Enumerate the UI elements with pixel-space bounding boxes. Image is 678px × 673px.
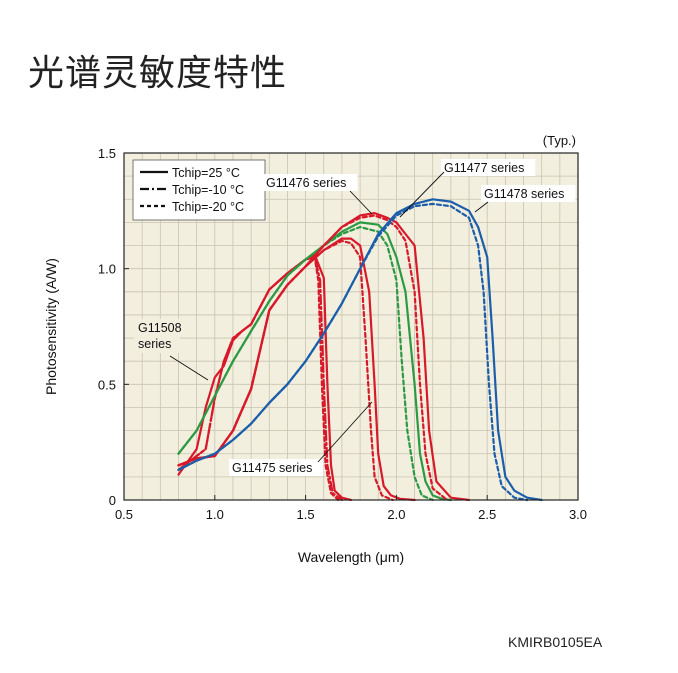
x-tick-label: 2.5 bbox=[478, 507, 496, 522]
legend-label: Tchip=-10 °C bbox=[172, 183, 244, 197]
annotation-label: series bbox=[138, 337, 171, 351]
legend: Tchip=25 °C Tchip=-10 °C Tchip=-20 °C bbox=[132, 159, 266, 221]
annotation-label: G11508 bbox=[138, 321, 182, 335]
series-line bbox=[177, 225, 434, 502]
series-line bbox=[177, 214, 449, 502]
annotation-leader bbox=[399, 171, 445, 218]
annotation-label: G11477 series bbox=[444, 161, 524, 175]
plot-frame bbox=[123, 152, 579, 501]
annotation-bg bbox=[263, 174, 358, 191]
y-tick-label: 0 bbox=[109, 493, 116, 508]
legend-label: Tchip=-20 °C bbox=[172, 200, 244, 214]
figure-code: KMIRB0105EA bbox=[508, 634, 603, 650]
annotation-bg bbox=[229, 459, 324, 476]
label-layer: Wavelength (μm) Photosensitivity (A/W) (Ty… bbox=[43, 133, 576, 565]
x-tick-label: 1.0 bbox=[206, 507, 224, 522]
annotation-bg bbox=[481, 185, 576, 202]
axis-layer: 0.5 1.0 1.5 2.0 2.5 3.000.51.01.5 bbox=[98, 146, 587, 522]
annotation-label: G11476 series bbox=[266, 176, 346, 190]
annotation-leader bbox=[349, 190, 373, 215]
annotation-label: G11478 series bbox=[484, 187, 564, 201]
annotation-leader bbox=[474, 201, 489, 213]
x-tick-label: 2.0 bbox=[387, 507, 405, 522]
y-tick-label: 1.5 bbox=[98, 146, 116, 161]
legend-box bbox=[132, 159, 266, 221]
x-tick-label: 3.0 bbox=[569, 507, 587, 522]
y-axis-label: Photosensitivity (A/W) bbox=[43, 258, 59, 395]
series-line bbox=[177, 256, 340, 502]
page-title: 光谱灵敏度特性 bbox=[28, 53, 288, 94]
series-line bbox=[177, 202, 529, 502]
series-layer bbox=[177, 198, 543, 502]
x-tick-label: 1.5 bbox=[297, 507, 315, 522]
annotation-bg bbox=[134, 319, 180, 353]
annotation-bg bbox=[441, 159, 536, 176]
x-tick-label: 0.5 bbox=[115, 507, 133, 522]
annotation-label: G11475 series bbox=[232, 461, 312, 475]
y-tick-label: 1.0 bbox=[98, 262, 116, 277]
x-axis-label: Wavelength (μm) bbox=[298, 549, 404, 565]
legend-label: Tchip=25 °C bbox=[172, 166, 240, 180]
y-tick-label: 0.5 bbox=[98, 377, 116, 392]
typ-note: (Typ.) bbox=[543, 133, 576, 148]
annotation-leader bbox=[317, 401, 373, 463]
annotation-leader bbox=[169, 355, 209, 381]
